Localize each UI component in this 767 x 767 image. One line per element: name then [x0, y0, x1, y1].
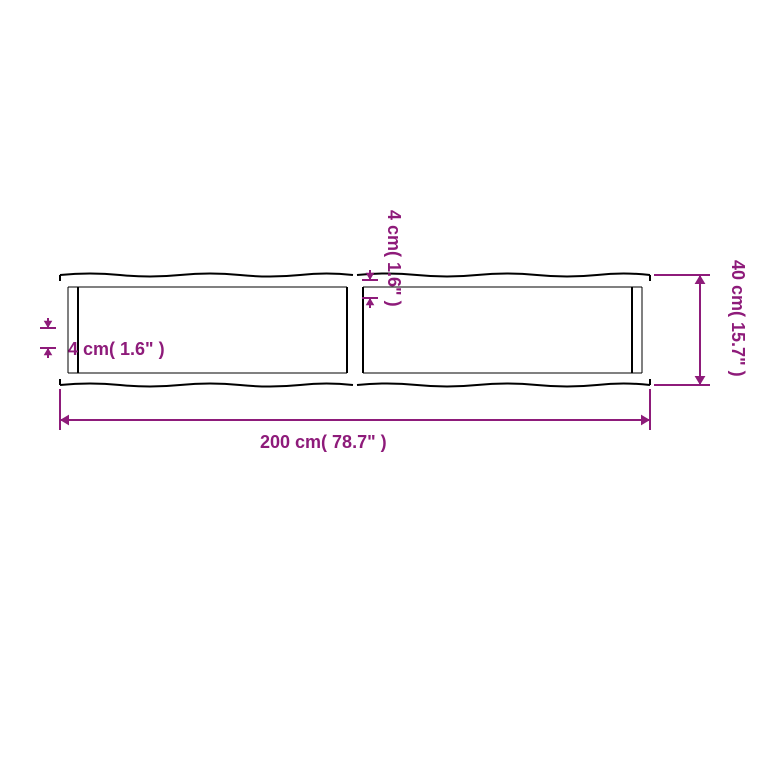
- height-label: 40 cm( 15.7" ): [728, 260, 748, 377]
- product-outline: [60, 274, 650, 387]
- thickness-mid-label: 4 cm( 1.6" ): [384, 210, 404, 307]
- width-label: 200 cm( 78.7" ): [260, 432, 387, 452]
- thickness-left-label: 4 cm( 1.6" ): [68, 339, 165, 359]
- dimension-diagram: 200 cm( 78.7" ) 40 cm( 15.7" ) 4 cm( 1.6" …: [0, 0, 767, 767]
- diagram-stage: 200 cm( 78.7" ) 40 cm( 15.7" ) 4 cm( 1.6" …: [0, 0, 767, 767]
